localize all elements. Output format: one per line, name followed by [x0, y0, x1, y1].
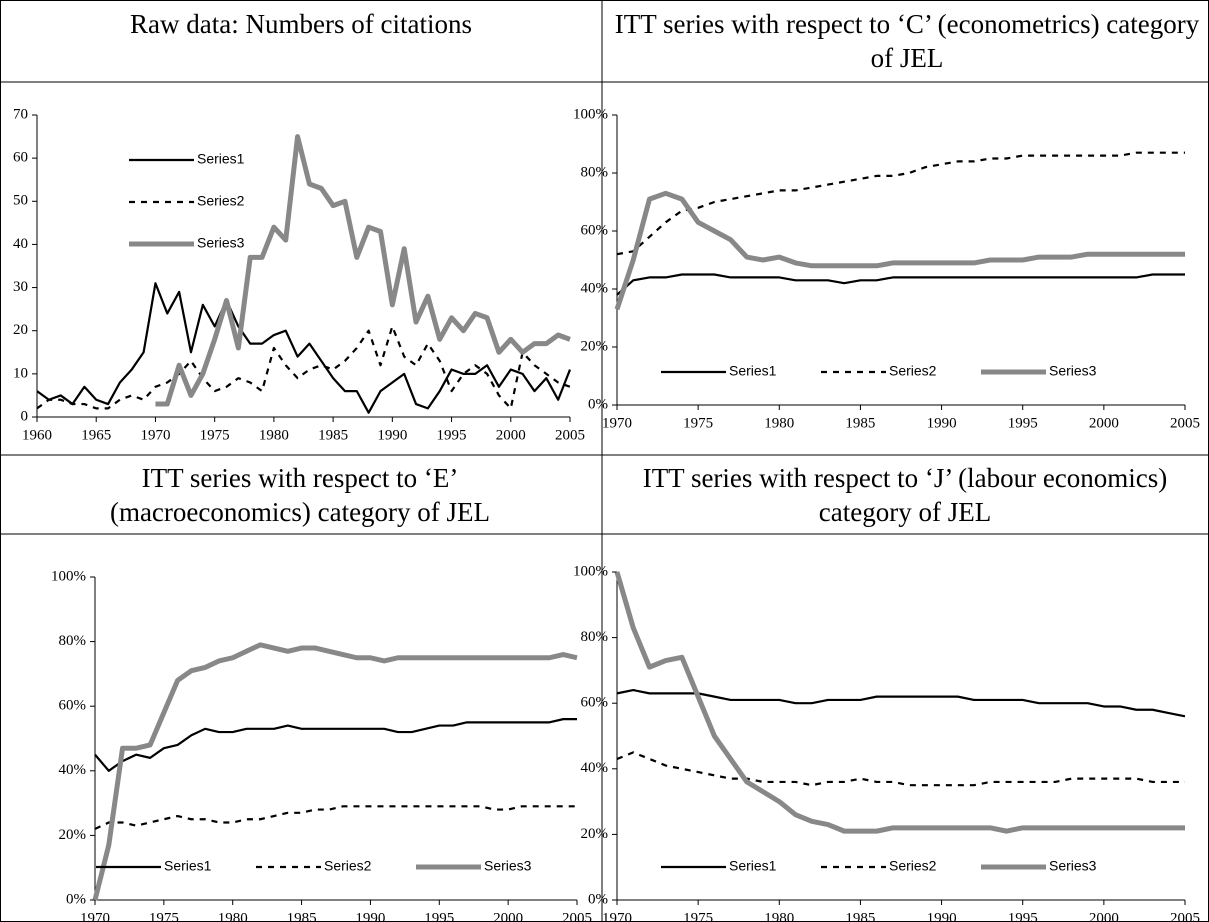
y-tick-label: 100%: [573, 106, 608, 122]
chart-title: ITT series with respect to ‘E’ (macroeco…: [109, 463, 491, 527]
chart-title: ITT series with respect to ‘C’ (economet…: [614, 9, 1200, 73]
y-tick-label: 20%: [581, 826, 609, 842]
x-tick-label: 1975: [200, 427, 230, 443]
legend-label: Series1: [164, 858, 212, 874]
x-tick-label: 1975: [149, 910, 179, 922]
x-tick-label: 1980: [218, 910, 248, 922]
x-tick-label: 2005: [555, 427, 585, 443]
legend-label: Series3: [1049, 858, 1097, 874]
line: [94, 718, 577, 772]
x-tick-label: 1970: [80, 910, 110, 922]
x-tick-label: 1995: [1008, 415, 1038, 431]
y-tick-label: 80%: [59, 633, 87, 649]
legend-label: Series1: [197, 151, 245, 167]
y-tick-label: 80%: [581, 629, 609, 645]
x-tick-label: 1960: [22, 427, 52, 443]
y-tick-label: 60%: [581, 695, 609, 711]
legend-label: Series3: [1049, 363, 1097, 379]
x-tick-label: 1990: [927, 910, 957, 922]
y-tick-label: 50: [13, 193, 28, 209]
x-tick-label: 1985: [845, 910, 875, 922]
x-tick-label: 1970: [602, 910, 632, 922]
y-tick-label: 100%: [573, 563, 608, 579]
x-tick-label: 1995: [1008, 910, 1038, 922]
x-tick-label: 2000: [1089, 910, 1119, 922]
x-tick-label: 1980: [764, 910, 794, 922]
x-tick-label: 1980: [764, 415, 794, 431]
y-tick-label: 30: [13, 279, 28, 295]
y-tick-label: 40: [13, 236, 28, 252]
x-tick-label: 1970: [602, 415, 632, 431]
x-tick-label: 1995: [437, 427, 467, 443]
legend-label: Series3: [484, 858, 532, 874]
x-tick-label: 2005: [1170, 415, 1200, 431]
y-tick-label: 0%: [66, 891, 86, 907]
chart-title: ITT series with respect to ‘J’ (labour e…: [642, 463, 1168, 527]
x-tick-label: 1985: [318, 427, 348, 443]
y-tick-label: 0%: [588, 891, 608, 907]
x-tick-label: 2000: [496, 427, 526, 443]
y-tick-label: 100%: [51, 568, 86, 584]
x-tick-label: 1975: [683, 910, 713, 922]
x-tick-label: 2005: [562, 910, 592, 922]
x-tick-label: 1990: [355, 910, 385, 922]
x-tick-label: 1980: [259, 427, 289, 443]
x-tick-label: 2000: [1089, 415, 1119, 431]
x-tick-label: 1995: [424, 910, 454, 922]
y-tick-label: 0: [21, 408, 29, 424]
y-tick-label: 80%: [581, 164, 609, 180]
line: [155, 134, 571, 407]
line: [616, 273, 1185, 296]
y-tick-label: 40%: [581, 760, 609, 776]
x-tick-label: 1975: [683, 415, 713, 431]
chart-title: Raw data: Numbers of citations: [130, 9, 472, 39]
line: [36, 282, 572, 414]
legend-label: Series3: [197, 235, 245, 251]
y-tick-label: 60%: [581, 222, 609, 238]
y-tick-label: 60: [13, 150, 28, 166]
legend-label: Series1: [729, 363, 777, 379]
legend-label: Series2: [324, 858, 372, 874]
line: [616, 751, 1185, 787]
legend-label: Series1: [729, 858, 777, 874]
line: [36, 325, 571, 410]
y-tick-label: 20%: [59, 827, 87, 843]
line: [614, 190, 1185, 311]
legend-label: Series2: [889, 363, 937, 379]
x-tick-label: 2000: [493, 910, 523, 922]
legend-label: Series2: [197, 193, 245, 209]
y-tick-label: 10: [13, 365, 28, 381]
legend-label: Series2: [889, 858, 937, 874]
line: [616, 151, 1185, 256]
y-tick-label: 40%: [59, 762, 87, 778]
y-tick-label: 20: [13, 322, 28, 338]
y-tick-label: 70: [13, 106, 28, 122]
y-tick-label: 20%: [581, 338, 609, 354]
y-tick-label: 40%: [581, 280, 609, 296]
line: [94, 805, 577, 830]
y-tick-label: 60%: [59, 698, 87, 714]
x-tick-label: 1990: [377, 427, 407, 443]
line: [92, 642, 578, 901]
x-tick-label: 1985: [287, 910, 317, 922]
y-tick-label: 0%: [588, 396, 608, 412]
x-tick-label: 1965: [81, 427, 111, 443]
line: [614, 571, 1185, 834]
x-tick-label: 1985: [845, 415, 875, 431]
x-tick-label: 2005: [1170, 910, 1200, 922]
line: [616, 688, 1186, 718]
x-tick-label: 1970: [140, 427, 170, 443]
x-tick-label: 1990: [927, 415, 957, 431]
